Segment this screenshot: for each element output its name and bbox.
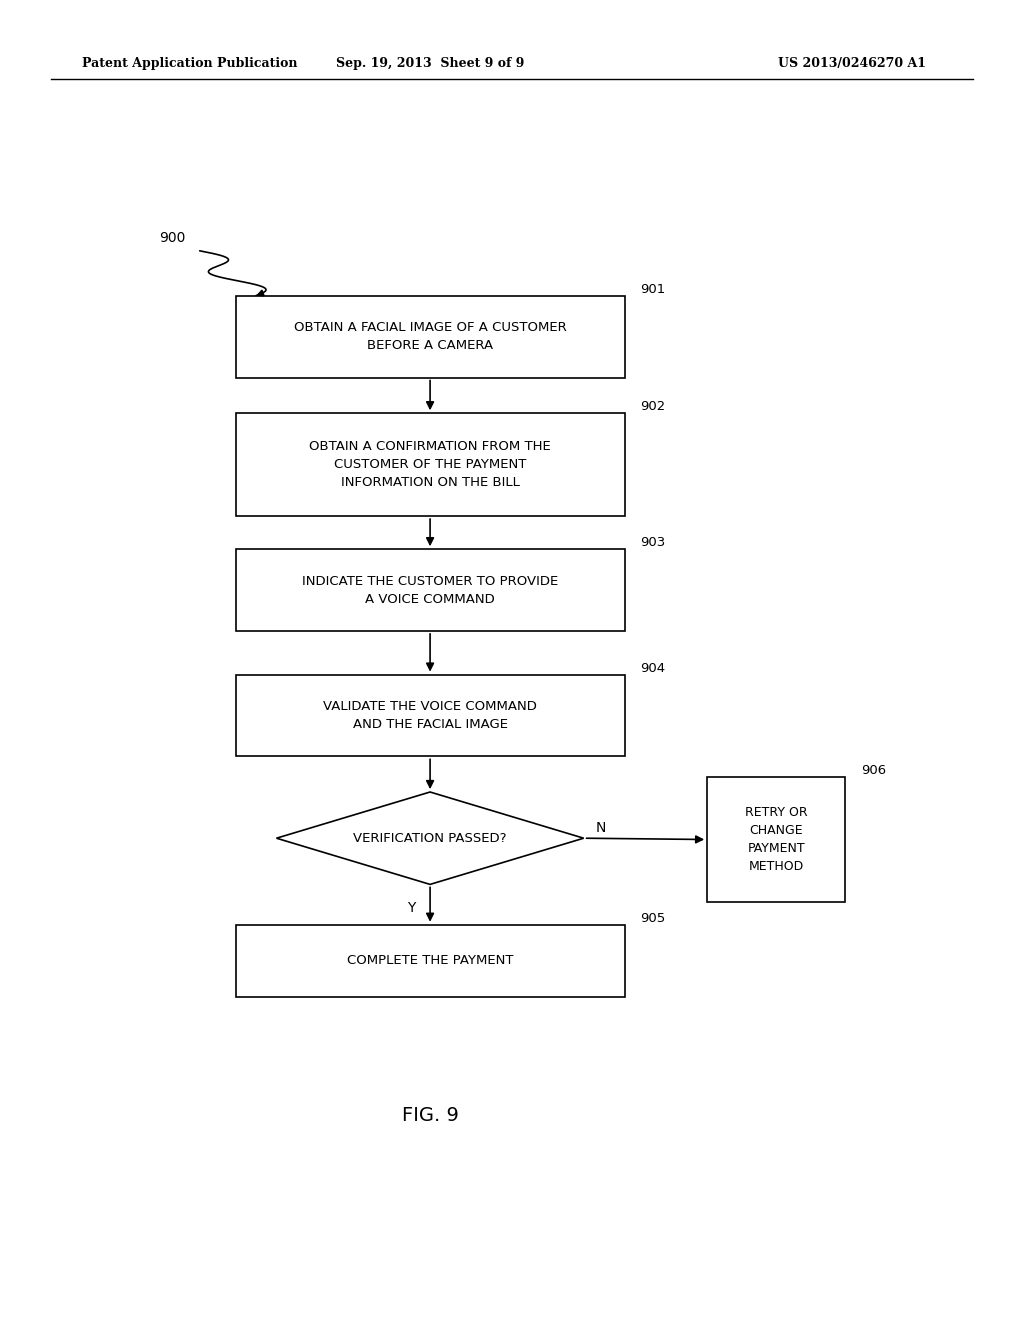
Text: OBTAIN A CONFIRMATION FROM THE
CUSTOMER OF THE PAYMENT
INFORMATION ON THE BILL: OBTAIN A CONFIRMATION FROM THE CUSTOMER … xyxy=(309,440,551,490)
Bar xyxy=(707,776,846,903)
Bar xyxy=(236,413,625,516)
Text: N: N xyxy=(596,821,606,834)
Text: 904: 904 xyxy=(640,661,666,675)
Polygon shape xyxy=(276,792,584,884)
Text: 900: 900 xyxy=(159,231,185,244)
Text: VALIDATE THE VOICE COMMAND
AND THE FACIAL IMAGE: VALIDATE THE VOICE COMMAND AND THE FACIA… xyxy=(324,700,537,731)
Text: COMPLETE THE PAYMENT: COMPLETE THE PAYMENT xyxy=(347,954,513,968)
Text: 901: 901 xyxy=(640,282,666,296)
Text: OBTAIN A FACIAL IMAGE OF A CUSTOMER
BEFORE A CAMERA: OBTAIN A FACIAL IMAGE OF A CUSTOMER BEFO… xyxy=(294,321,566,352)
Bar xyxy=(236,675,625,756)
Text: Sep. 19, 2013  Sheet 9 of 9: Sep. 19, 2013 Sheet 9 of 9 xyxy=(336,57,524,70)
Text: 905: 905 xyxy=(640,912,666,924)
Text: VERIFICATION PASSED?: VERIFICATION PASSED? xyxy=(353,832,507,845)
Bar xyxy=(236,924,625,998)
Text: 903: 903 xyxy=(640,536,666,549)
Text: Y: Y xyxy=(408,902,416,915)
Text: 906: 906 xyxy=(860,764,886,776)
Bar xyxy=(236,296,625,378)
Text: Patent Application Publication: Patent Application Publication xyxy=(82,57,297,70)
Text: INDICATE THE CUSTOMER TO PROVIDE
A VOICE COMMAND: INDICATE THE CUSTOMER TO PROVIDE A VOICE… xyxy=(302,574,558,606)
Text: RETRY OR
CHANGE
PAYMENT
METHOD: RETRY OR CHANGE PAYMENT METHOD xyxy=(744,807,808,873)
Text: US 2013/0246270 A1: US 2013/0246270 A1 xyxy=(778,57,927,70)
Text: 902: 902 xyxy=(640,400,666,413)
Text: FIG. 9: FIG. 9 xyxy=(401,1106,459,1125)
Bar xyxy=(236,549,625,631)
